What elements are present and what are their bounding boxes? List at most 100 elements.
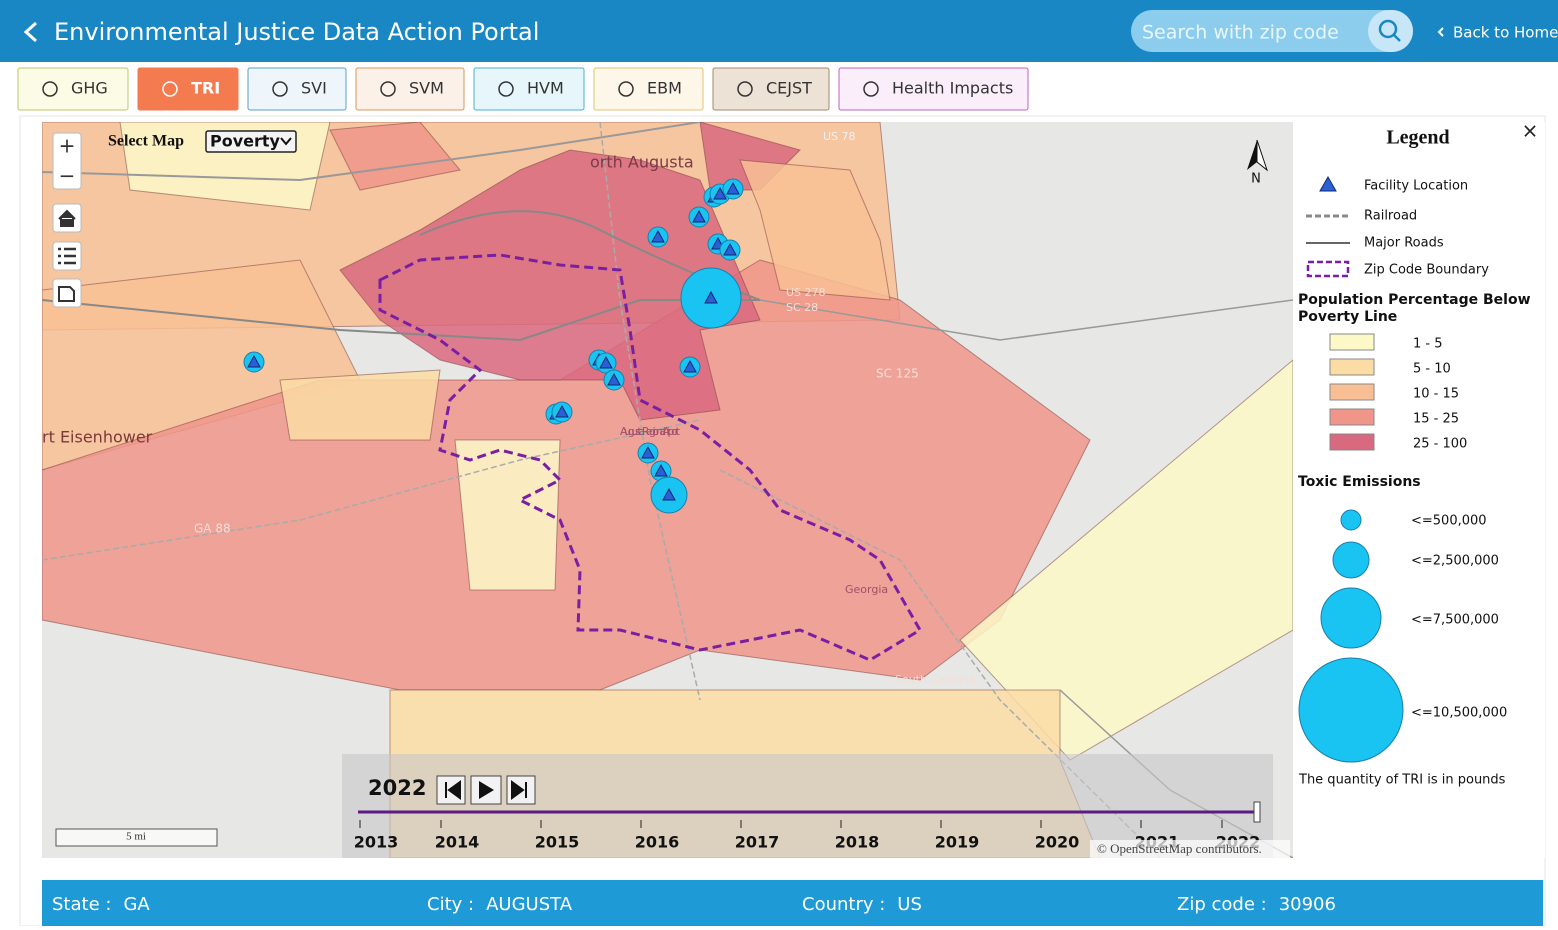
- zoom-in[interactable]: +: [59, 134, 76, 158]
- tab-icon: [380, 81, 396, 97]
- poverty-layer: [42, 122, 1293, 858]
- search-icon: [1378, 19, 1398, 39]
- legend-class-label: 15 - 25: [1413, 412, 1459, 427]
- facility-icon: [555, 404, 569, 418]
- facility-icon: [692, 209, 706, 223]
- tab-icon: [272, 81, 288, 97]
- legend-section-title: Poverty Line: [1298, 309, 1397, 325]
- search-button[interactable]: [1368, 10, 1413, 52]
- tab[interactable]: [247, 67, 347, 111]
- legend-note: The quantity of TRI is in pounds: [1298, 773, 1506, 788]
- zoom-out[interactable]: −: [59, 164, 76, 188]
- play-icon: [479, 781, 494, 799]
- attribution-bg: [1090, 840, 1290, 858]
- legend-emission-circle: [1320, 587, 1382, 649]
- poverty-area: [329, 122, 461, 191]
- tab-icon: [42, 81, 58, 97]
- legend-emission-circle: [1332, 541, 1370, 579]
- year-label[interactable]: 2019: [935, 833, 980, 852]
- tab[interactable]: [712, 67, 830, 111]
- search-box[interactable]: [1131, 10, 1413, 52]
- tab-icon: [162, 81, 178, 97]
- home-icon: [58, 209, 76, 227]
- legend-close[interactable]: ×: [1522, 119, 1539, 143]
- info-value: AUGUSTA: [486, 894, 573, 915]
- north-arrow: [1256, 139, 1269, 172]
- tab[interactable]: [17, 67, 129, 111]
- scale-label: 5 mi: [126, 831, 146, 843]
- year-label[interactable]: 2015: [535, 833, 580, 852]
- layer-list-icon: [58, 247, 76, 265]
- year-label[interactable]: 2017: [735, 833, 780, 852]
- place-label: SC 125: [876, 367, 919, 381]
- north-arrow: [1247, 140, 1257, 170]
- year-label[interactable]: 2014: [435, 833, 480, 852]
- tab[interactable]: [593, 67, 704, 111]
- info-label: City :: [427, 894, 474, 915]
- north-label: N: [1251, 172, 1261, 187]
- legend-class-label: 25 - 100: [1413, 437, 1467, 452]
- info-bar: [42, 880, 1543, 926]
- road: [719, 469, 1161, 858]
- legend-swatch: [1329, 433, 1375, 451]
- tab-label: EBM: [647, 79, 682, 98]
- legend-swatch: [1329, 358, 1375, 376]
- legend-emission-label: <=7,500,000: [1411, 613, 1499, 628]
- year-label[interactable]: 2013: [354, 833, 399, 852]
- road: [42, 122, 701, 182]
- select-map-value: Poverty: [210, 132, 281, 151]
- year-label[interactable]: 2016: [635, 833, 680, 852]
- facility-icon: [247, 354, 261, 368]
- tab-label: Health Impacts: [892, 79, 1013, 98]
- tab-label: SVI: [301, 79, 327, 98]
- tab-label: GHG: [71, 79, 108, 98]
- search-placeholder: Search with zip code: [1142, 22, 1339, 44]
- year-label[interactable]: 2018: [835, 833, 880, 852]
- legend-item: Facility Location: [1364, 179, 1468, 194]
- legend-class-label: 10 - 15: [1413, 387, 1459, 402]
- tab-icon: [863, 81, 879, 97]
- legend-item: Railroad: [1364, 209, 1417, 224]
- legend-section-title: Toxic Emissions: [1298, 474, 1421, 490]
- info-value: GA: [123, 894, 150, 915]
- back-link[interactable]: Back to Home: [1453, 24, 1558, 42]
- legend-emission-circle: [1340, 509, 1362, 531]
- tab[interactable]: [137, 67, 239, 111]
- back-arrow[interactable]: [23, 21, 38, 43]
- facility-icon: [723, 242, 737, 256]
- legend-content: Facility Location Railroad Major Roads Zip …: [1298, 179, 1531, 788]
- search-icon: [1393, 34, 1401, 42]
- year-label[interactable]: 2020: [1035, 833, 1080, 852]
- select-map-dropdown[interactable]: [205, 130, 297, 153]
- road: [759, 299, 1293, 341]
- print-icon: [58, 286, 75, 302]
- facility-icon: [683, 359, 697, 373]
- zoom-control: [52, 132, 82, 190]
- next-icon: [511, 780, 527, 800]
- facility-icon: [726, 181, 740, 195]
- zip-boundary: [378, 253, 923, 662]
- poverty-area: [279, 369, 441, 441]
- legend-emission-label: <=500,000: [1411, 514, 1487, 529]
- place-label: Georgia: [845, 583, 888, 596]
- prev-icon: [445, 780, 461, 800]
- tab-label: CEJST: [766, 79, 812, 98]
- tab-label: TRI: [191, 79, 220, 98]
- info-items: State : GA City : AUGUSTA Country : US Zip cod…: [52, 894, 1336, 915]
- timeline-handle[interactable]: [1253, 801, 1261, 823]
- tab[interactable]: [838, 67, 1029, 111]
- tab[interactable]: [355, 67, 465, 111]
- legend-swatch: [1329, 383, 1375, 401]
- tab-icon: [737, 81, 753, 97]
- print-button[interactable]: [52, 278, 82, 308]
- tab[interactable]: [473, 67, 585, 111]
- legend-class-label: 1 - 5: [1413, 337, 1443, 352]
- facility-icon: [641, 445, 655, 459]
- map: orth Augusta rt Eisenhower US 278 SC 28 SC 1…: [42, 122, 1293, 858]
- legend-section-title: Population Percentage Below: [1298, 292, 1531, 308]
- facility-icon: [599, 355, 613, 369]
- facility-icon: [654, 463, 668, 477]
- place-label: rt Eisenhower: [42, 428, 153, 447]
